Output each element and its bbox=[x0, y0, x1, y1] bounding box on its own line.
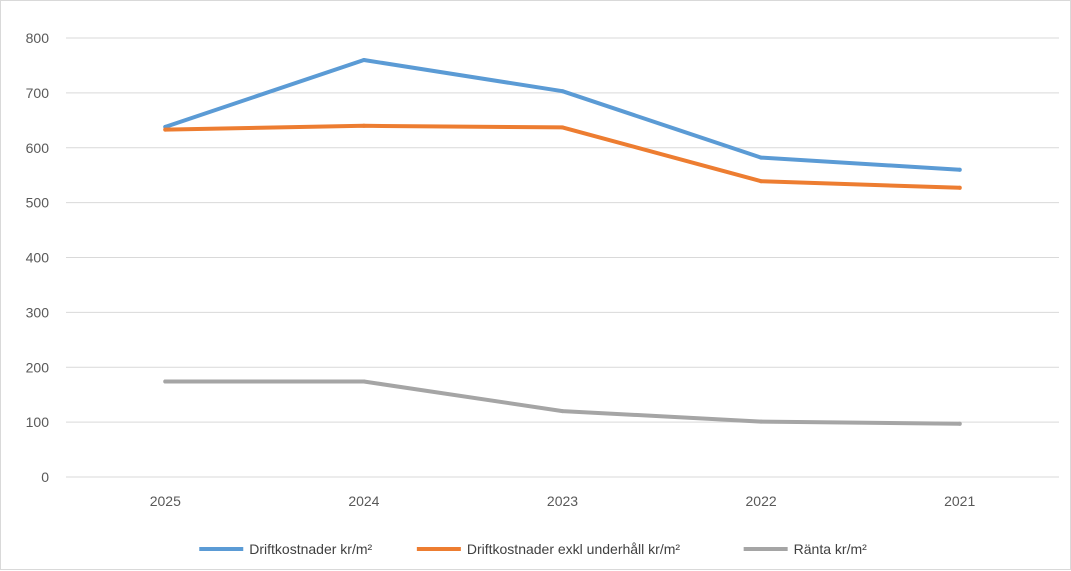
gridlines bbox=[66, 37, 1059, 478]
x-tick-label: 2021 bbox=[944, 493, 975, 509]
legend-label-2: Ränta kr/m² bbox=[794, 541, 867, 557]
series-1-point bbox=[560, 125, 565, 130]
series-1-point bbox=[957, 185, 962, 190]
y-tick-label: 200 bbox=[26, 359, 50, 375]
y-tick-label: 600 bbox=[26, 140, 50, 156]
series-0-point bbox=[361, 57, 366, 62]
series-0-point bbox=[560, 89, 565, 94]
series-0-point bbox=[759, 155, 764, 160]
x-tick-label: 2023 bbox=[547, 493, 578, 509]
x-tick-label: 2025 bbox=[150, 493, 181, 509]
legend-label-0: Driftkostnader kr/m² bbox=[249, 541, 372, 557]
y-tick-label: 100 bbox=[26, 414, 50, 430]
series-2-point bbox=[560, 409, 565, 414]
x-axis-tick-labels: 2025 2024 2023 2022 2021 bbox=[150, 493, 976, 509]
series-2-point bbox=[759, 419, 764, 424]
series-2-point bbox=[163, 379, 168, 384]
series-line-0 bbox=[163, 58, 962, 172]
series-lines bbox=[163, 57, 962, 426]
series-0-point bbox=[957, 167, 962, 172]
legend-label-1: Driftkostnader exkl underhåll kr/m² bbox=[467, 541, 681, 557]
legend: Driftkostnader kr/m² Driftkostnader exkl … bbox=[199, 541, 867, 557]
y-axis-tick-labels: 0 100 200 300 400 500 600 700 800 bbox=[26, 30, 50, 485]
series-2-point bbox=[361, 379, 366, 384]
y-tick-label: 0 bbox=[41, 469, 49, 485]
y-tick-label: 500 bbox=[26, 195, 50, 211]
series-1-point bbox=[361, 123, 366, 128]
y-tick-label: 400 bbox=[26, 250, 50, 266]
series-2-point bbox=[957, 421, 962, 426]
series-1-point bbox=[759, 179, 764, 184]
y-tick-label: 800 bbox=[26, 30, 50, 46]
series-1-point bbox=[163, 127, 168, 132]
x-tick-label: 2022 bbox=[746, 493, 777, 509]
y-tick-label: 700 bbox=[26, 85, 50, 101]
x-tick-label: 2024 bbox=[348, 493, 379, 509]
y-tick-label: 300 bbox=[26, 304, 50, 320]
series-line-2 bbox=[163, 379, 962, 426]
series-line-1 bbox=[163, 123, 962, 190]
